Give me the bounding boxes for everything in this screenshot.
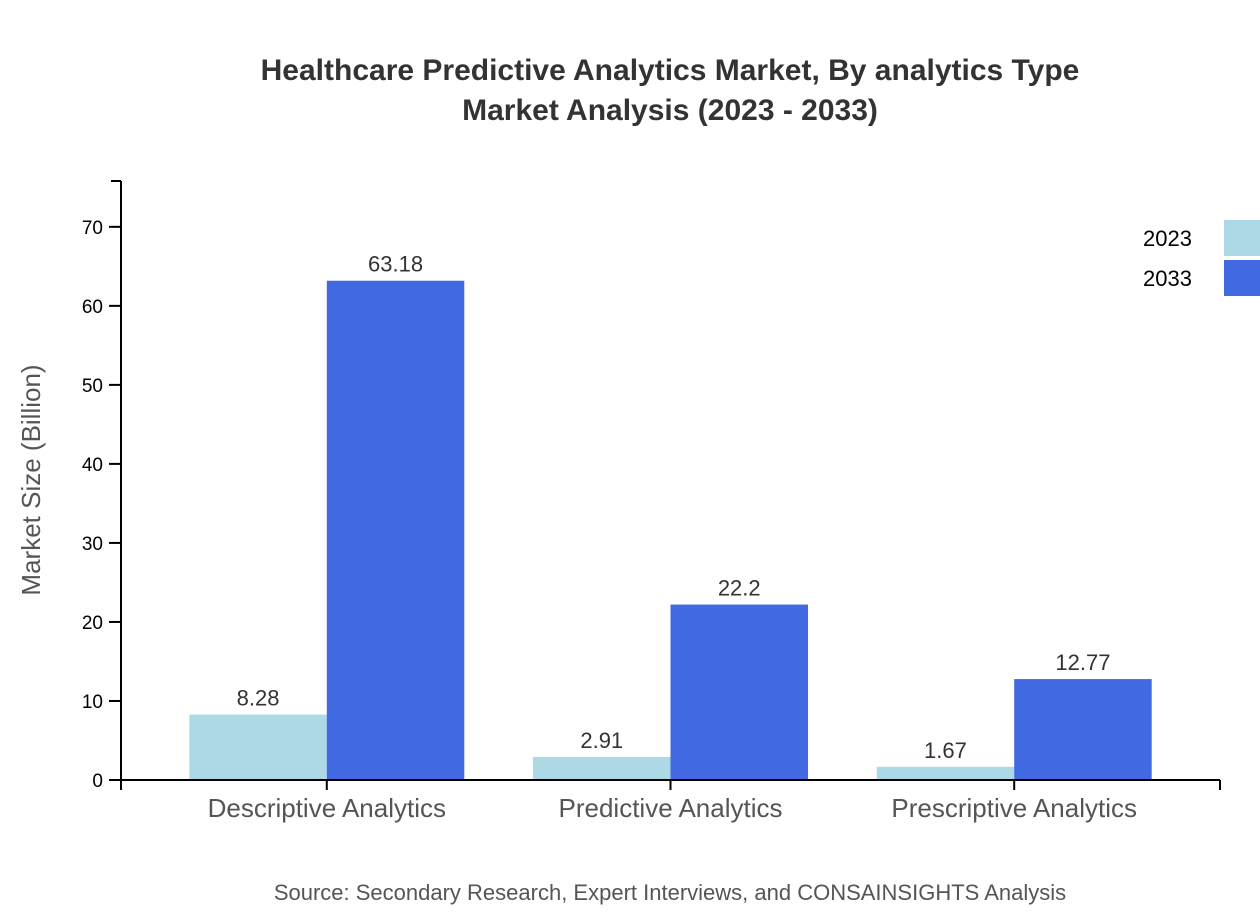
source-note: Source: Secondary Research, Expert Inter… [274,880,1066,905]
y-tick-label: 0 [92,771,103,792]
y-tick-label: 40 [82,455,103,476]
y-tick-label: 10 [82,692,103,713]
data-label: 1.67 [924,738,967,763]
y-tick-label: 30 [82,534,103,555]
bar-2033 [326,280,465,780]
data-label: 22.2 [718,576,761,601]
legend-label: 2023 [1143,226,1192,251]
data-label: 63.18 [368,252,423,277]
chart-subtitle: Market Analysis (2023 - 2033) [462,94,878,127]
y-tick-label: 50 [82,376,103,397]
bar-2023 [189,714,327,780]
x-tick-label: Prescriptive Analytics [891,793,1137,823]
plot-area: 8.28 63.18 Descriptive Analytics 2.91 22.2 Pr… [82,180,1221,823]
y-tick-label: 70 [82,218,103,239]
legend-swatch-2023 [1224,220,1260,256]
data-label: 2.91 [580,728,623,753]
bar-2033 [1014,679,1152,780]
chart-title: Healthcare Predictive Analytics Market, … [261,54,1080,87]
bar-2023 [876,766,1015,780]
bar-2023 [533,757,671,780]
bar-2033 [670,604,808,780]
y-axis-label: Market Size (Billion) [16,364,46,595]
legend-label: 2033 [1143,266,1192,291]
data-label: 12.77 [1055,650,1110,675]
legend-swatch-2033 [1224,260,1260,296]
y-tick-label: 20 [82,613,103,634]
legend: 2023 2033 [1143,220,1260,296]
x-tick-label: Predictive Analytics [559,793,783,823]
data-label: 8.28 [237,686,280,711]
x-tick-label: Descriptive Analytics [208,793,446,823]
y-tick-label: 60 [82,297,103,318]
